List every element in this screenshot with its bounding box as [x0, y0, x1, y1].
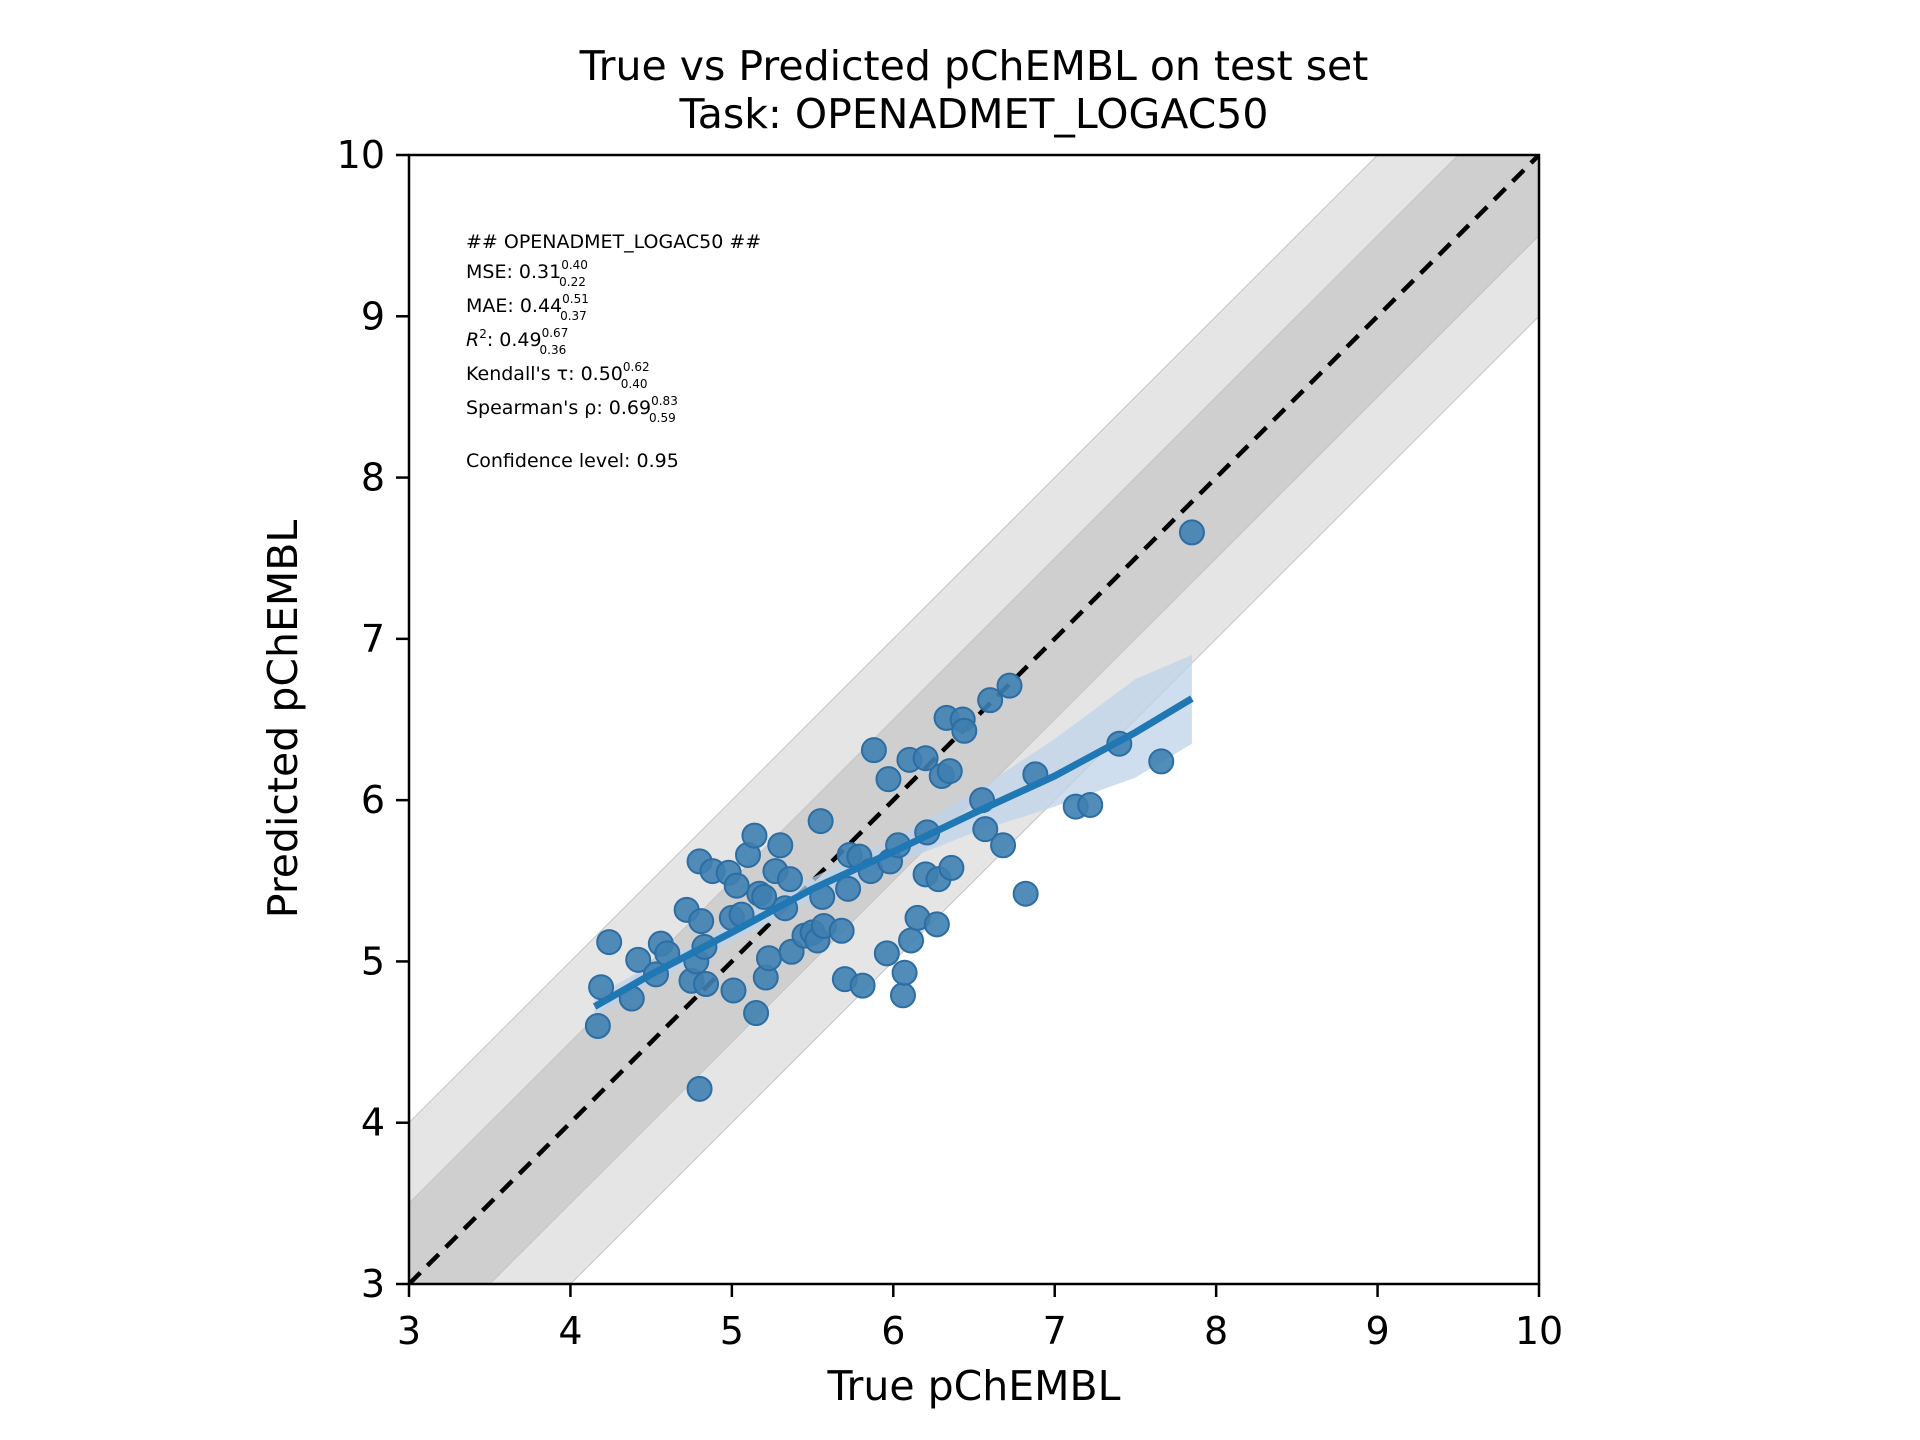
y-tick-label: 8	[361, 456, 385, 500]
data-point	[951, 717, 978, 744]
data-point	[743, 1000, 770, 1027]
x-tick-label: 5	[720, 1309, 744, 1353]
x-tick-label: 3	[397, 1309, 421, 1353]
data-point	[1077, 791, 1104, 818]
data-point	[688, 908, 715, 935]
stats-metric: R2: 0.490.67	[466, 326, 568, 351]
plot-frame	[407, 153, 1541, 1286]
stats-metric: Kendall's τ: 0.500.62	[466, 360, 650, 385]
stats-annotation: ## OPENADMET_LOGAC50 ## MSE: 0.310.400.22…	[466, 231, 761, 472]
data-point	[889, 982, 916, 1009]
data-point	[1148, 748, 1175, 775]
y-tick-label: 6	[361, 778, 385, 822]
stats-header: ## OPENADMET_LOGAC50 ##	[466, 231, 761, 253]
data-point	[807, 808, 834, 835]
data-point	[755, 945, 782, 972]
data-point	[873, 940, 900, 967]
fit-line	[592, 695, 1194, 1010]
data-point	[723, 872, 750, 899]
x-tick-label: 4	[558, 1309, 582, 1353]
data-point	[1178, 519, 1205, 546]
x-tick-label: 6	[881, 1309, 905, 1353]
y-tick-label: 4	[361, 1101, 385, 1145]
confidence-level: Confidence level: 0.95	[466, 450, 679, 472]
data-point	[1012, 880, 1039, 907]
data-point	[860, 737, 887, 764]
stats-metric-lower: 0.59	[649, 411, 676, 425]
data-point	[912, 745, 939, 772]
stats-metric: MSE: 0.310.40	[466, 258, 588, 283]
x-axis-ticks: 3 4 5 6 7 8 9 10	[397, 1284, 1563, 1353]
data-point	[584, 1012, 611, 1039]
x-tick-label: 10	[1515, 1309, 1563, 1353]
x-tick-label: 7	[1043, 1309, 1067, 1353]
data-point	[849, 972, 876, 999]
identity-line	[409, 155, 1539, 1284]
data-point	[977, 687, 1004, 714]
data-point	[625, 946, 652, 973]
x-axis-title: True pChEMBL	[826, 1362, 1120, 1410]
chart-subtitle: Task: OPENADMET_LOGAC50	[679, 90, 1269, 138]
y-tick-label: 3	[361, 1262, 385, 1306]
stats-metric-lower: 0.36	[540, 343, 567, 357]
y-tick-label: 7	[361, 617, 385, 661]
stats-metric: MAE: 0.440.51	[466, 292, 589, 317]
data-point	[776, 866, 803, 893]
stats-metric-lower: 0.22	[559, 275, 586, 289]
data-point	[828, 917, 855, 944]
data-point	[596, 929, 623, 956]
data-point	[751, 883, 778, 910]
data-point	[938, 854, 965, 881]
x-tick-label: 9	[1365, 1309, 1389, 1353]
y-axis-title: Predicted pChEMBL	[259, 520, 307, 919]
stats-metric-lower: 0.40	[621, 377, 648, 391]
y-axis-ticks: 3 4 5 6 7 8 9 10	[337, 133, 409, 1306]
identity-line-group	[409, 155, 1539, 1284]
chart-title: True vs Predicted pChEMBL on test set	[579, 42, 1369, 90]
data-point	[767, 832, 794, 859]
y-tick-label: 5	[361, 939, 385, 983]
y-tick-label: 10	[337, 133, 385, 177]
data-point	[936, 758, 963, 785]
data-point	[898, 927, 925, 954]
data-point	[923, 911, 950, 938]
data-point	[972, 816, 999, 843]
data-point	[686, 1075, 713, 1102]
data-points	[584, 519, 1205, 1102]
stats-metric-lower: 0.37	[560, 309, 587, 323]
data-point	[693, 971, 720, 998]
data-point	[741, 822, 768, 849]
y-tick-label: 9	[361, 294, 385, 338]
data-point	[875, 766, 902, 793]
data-point	[996, 672, 1023, 699]
stats-metric: Spearman's ρ: 0.690.83	[466, 394, 678, 419]
data-point	[990, 832, 1017, 859]
data-point	[835, 875, 862, 902]
data-point	[720, 977, 747, 1004]
data-point	[891, 959, 918, 986]
fit-line-group	[592, 695, 1194, 1010]
x-tick-label: 8	[1204, 1309, 1228, 1353]
